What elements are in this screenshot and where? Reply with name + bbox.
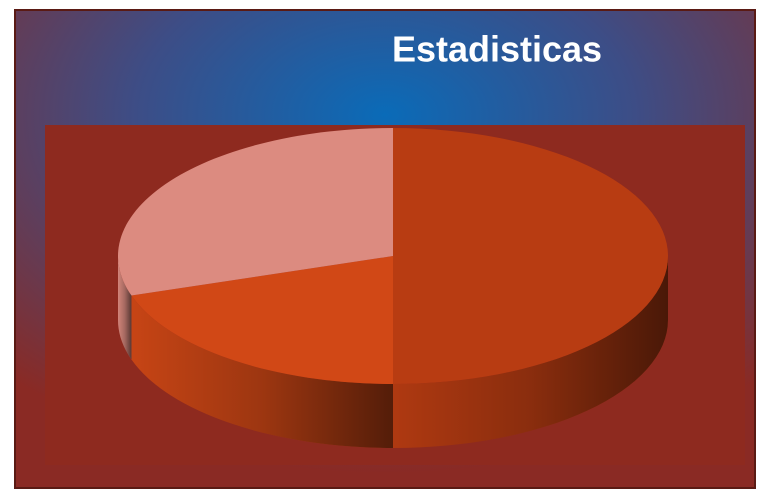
pie-side-shade [118, 256, 132, 360]
pie-top [131, 256, 393, 384]
pie-top [117, 128, 394, 296]
pie-slice [393, 128, 668, 448]
pie-side-shade [131, 295, 393, 448]
chart-title: Estadisticas [392, 29, 602, 70]
pie-slice [131, 256, 393, 448]
pie-slice [117, 128, 394, 360]
pie-side-shade [393, 256, 668, 448]
pie-top [393, 128, 668, 384]
